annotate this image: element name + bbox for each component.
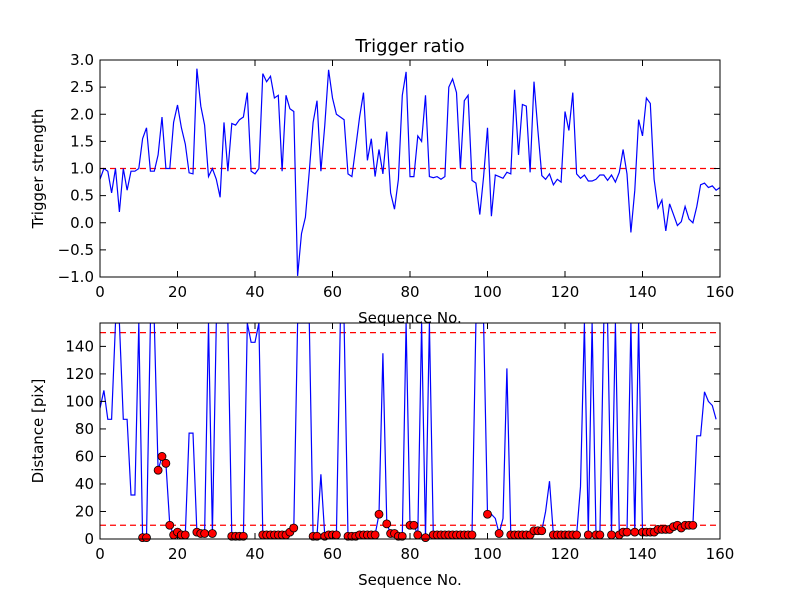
y-tick-label: 60 [75,447,94,465]
x-tick-label: 60 [323,283,342,301]
x-tick-label: 80 [400,283,419,301]
x-tick-label: 20 [168,545,187,563]
data-point [583,530,593,540]
y-tick-label: 1.5 [70,132,94,150]
data-point [622,527,632,537]
data-point [238,531,248,541]
data-point [630,527,640,537]
x-tick-label: 120 [551,283,580,301]
data-point [142,533,151,543]
chart-distance: Sequence No. Distance [pix] 0 20 40 60 80 100… [29,322,735,589]
data-point [157,452,167,461]
x-axis-label: Sequence No. [358,571,462,589]
data-point [331,530,341,540]
x-tick-label: 0 [95,283,105,301]
x-tick-label: 140 [628,283,657,301]
y-tick-label: 120 [65,365,94,383]
y-tick-label: 80 [75,420,94,438]
data-point [161,458,171,468]
data-point [409,520,419,530]
y-tick-label: −0.5 [58,241,94,259]
x-tick-label: 40 [245,283,264,301]
data-point [374,509,384,519]
y-axis-label: Trigger strength [29,109,47,230]
data-point [153,465,163,475]
data-point [180,530,190,540]
data-point [397,531,407,541]
x-tick-label: 100 [473,283,502,301]
y-tick-label: 0.0 [70,214,94,232]
x-tick-label: 120 [551,545,580,563]
y-tick-label: 1.0 [70,160,94,178]
y-tick-label: 2.0 [70,105,94,123]
y-tick-label: 100 [65,392,94,410]
y-axis-label: Distance [pix] [29,379,47,484]
data-point [289,523,299,533]
data-point [165,520,175,530]
x-tick-label: 20 [168,283,187,301]
x-tick-label: 40 [245,545,264,563]
y-tick-label: 0 [84,530,94,548]
x-tick-label: 160 [706,545,735,563]
x-tick-label: 140 [628,545,657,563]
x-tick-label: 60 [323,545,342,563]
y-tick-label: 2.5 [70,78,94,96]
data-point [467,530,477,540]
data-point [421,533,430,543]
y-tick-label: 20 [75,502,94,520]
data-point [207,529,217,538]
data-point [494,529,504,538]
y-tick-label: −1.0 [58,268,94,286]
y-tick-label: 3.0 [70,51,94,69]
y-tick-label: 40 [75,475,94,493]
data-point [413,530,423,540]
series-line [100,68,720,276]
chart-title: Trigger ratio [354,36,464,57]
data-point [595,530,605,540]
y-tick-label: 0.5 [70,187,94,205]
data-point [607,530,616,540]
data-point [572,530,582,540]
x-tick-label: 100 [473,545,502,563]
data-point [200,529,210,538]
data-point [483,509,492,519]
data-point [382,519,392,529]
x-tick-label: 80 [400,545,419,563]
chart-trigger-ratio: Trigger ratio Sequence No. Trigger stren… [29,36,734,327]
data-point [370,530,380,540]
y-tick-label: 140 [65,337,94,355]
data-point [537,526,547,536]
data-point [688,520,698,530]
x-tick-label: 0 [95,545,105,563]
x-tick-label: 160 [706,283,735,301]
